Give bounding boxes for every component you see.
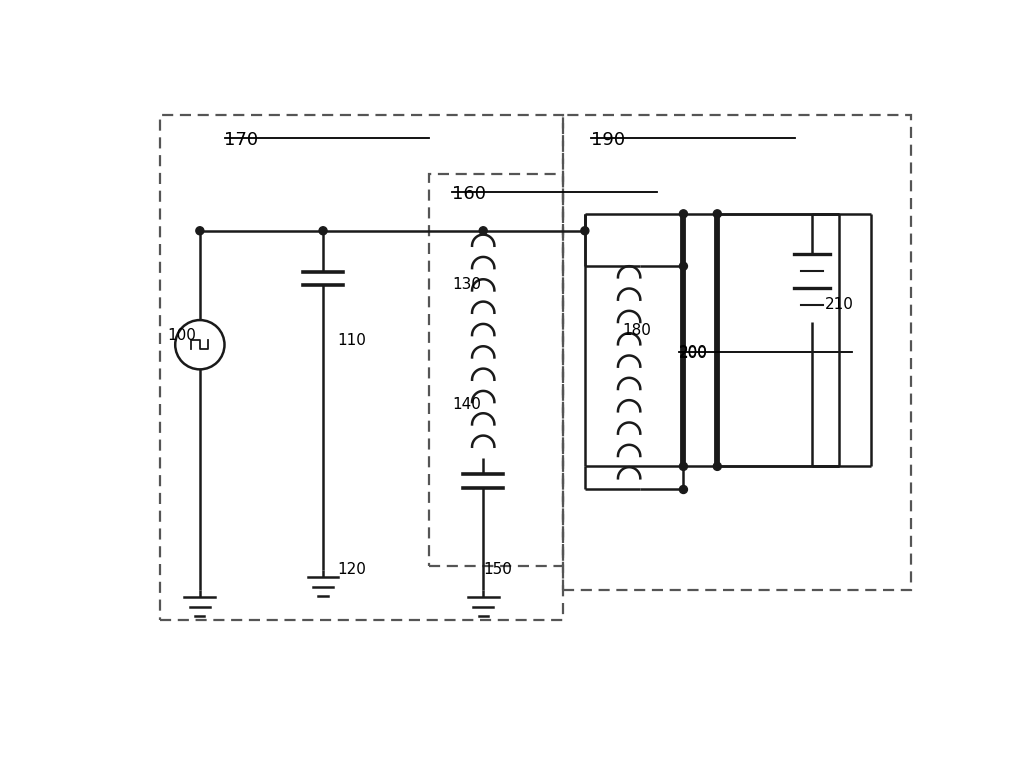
Text: 100: 100 — [168, 328, 197, 343]
Text: 170: 170 — [224, 131, 259, 149]
Circle shape — [679, 485, 687, 494]
Text: 190: 190 — [591, 131, 625, 149]
Circle shape — [714, 210, 721, 218]
Text: 200: 200 — [679, 345, 708, 359]
Circle shape — [714, 462, 721, 470]
Circle shape — [679, 262, 687, 270]
Text: 200: 200 — [679, 346, 708, 362]
Circle shape — [319, 227, 327, 235]
Text: 120: 120 — [337, 562, 366, 577]
Circle shape — [581, 227, 589, 235]
Text: 110: 110 — [337, 333, 366, 349]
Text: 130: 130 — [453, 277, 481, 292]
Text: 180: 180 — [622, 323, 650, 339]
Circle shape — [479, 227, 487, 235]
Text: 210: 210 — [825, 297, 854, 312]
Text: 150: 150 — [483, 562, 512, 577]
Circle shape — [679, 210, 687, 218]
Circle shape — [679, 462, 687, 470]
Text: 140: 140 — [453, 397, 481, 412]
Circle shape — [196, 227, 204, 235]
Text: 160: 160 — [453, 184, 486, 203]
